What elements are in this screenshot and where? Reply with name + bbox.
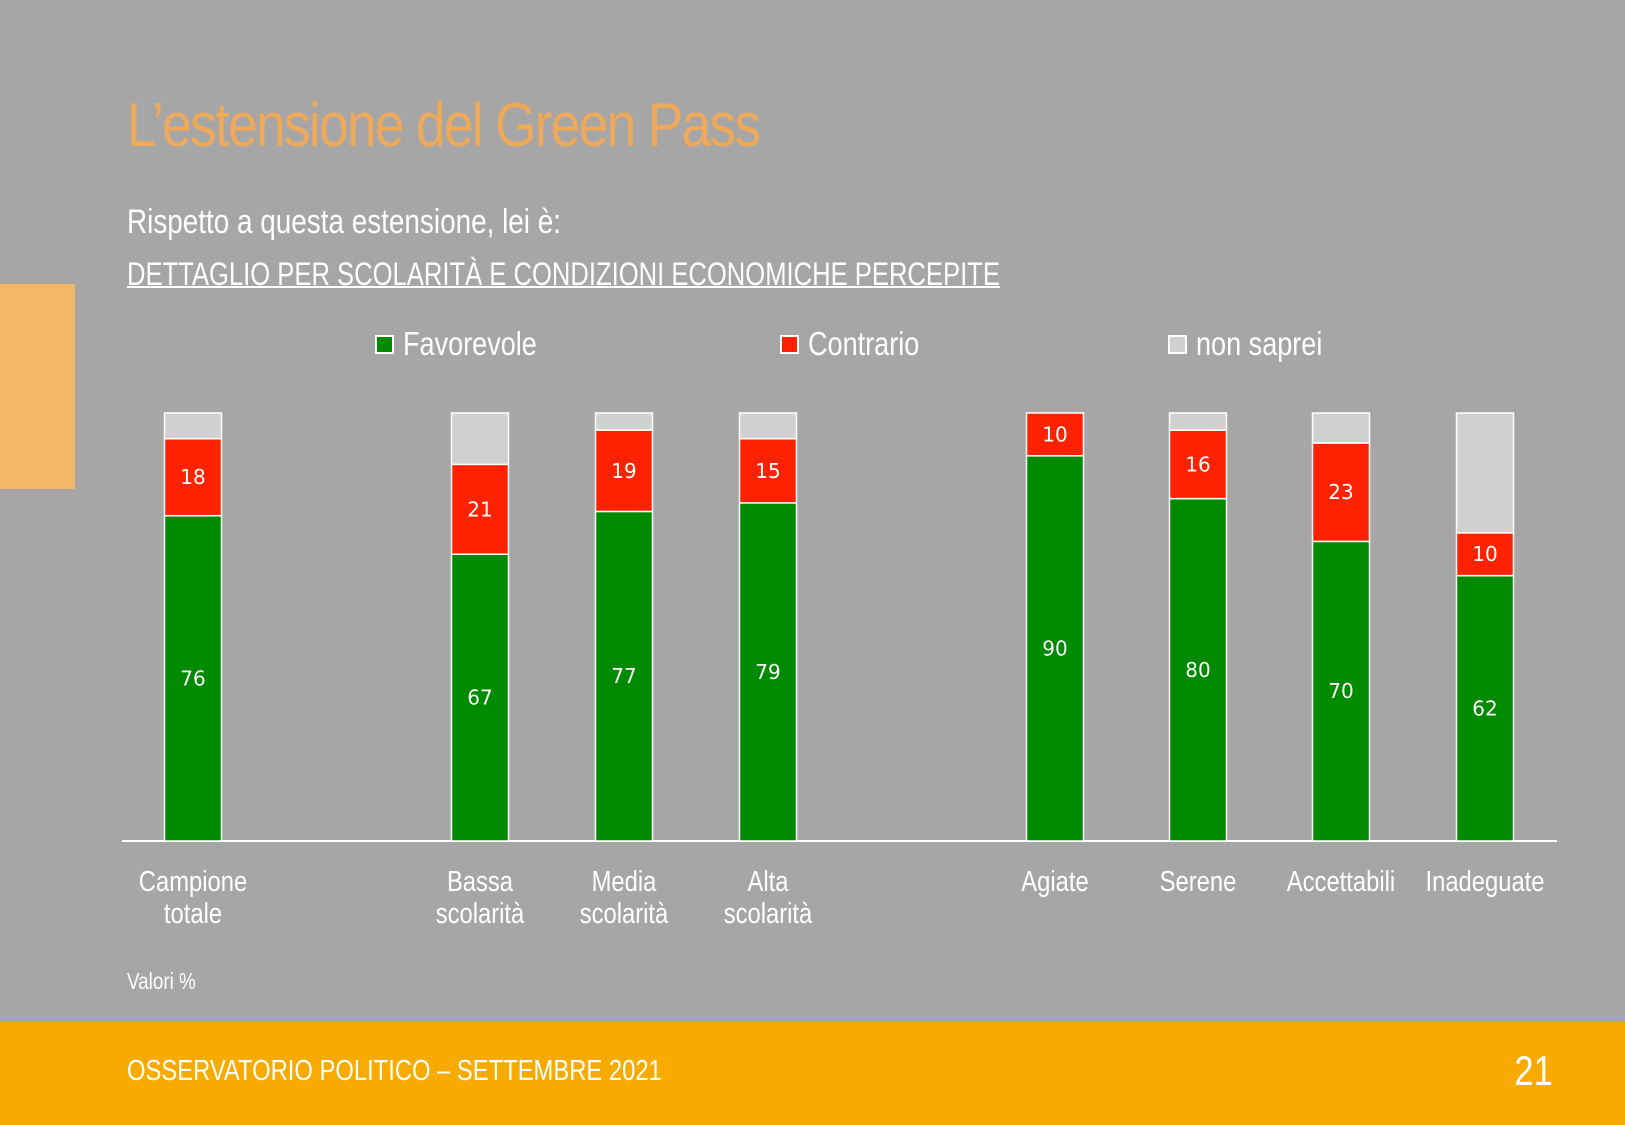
footer-text: OSSERVATORIO POLITICO – SETTEMBRE 2021 xyxy=(127,1055,662,1087)
footer-bar xyxy=(0,1022,1625,1125)
bar-segment-favorevole xyxy=(1025,455,1085,842)
bar-segment-favorevole xyxy=(1168,497,1228,842)
bar-segment-non-saprei xyxy=(450,412,510,466)
legend-item-non-saprei: non saprei xyxy=(1168,324,1350,364)
data-label-contrario: 19 xyxy=(611,459,636,483)
legend-swatch-contrario xyxy=(780,334,799,354)
bar-segment-favorevole xyxy=(163,514,223,842)
question-text: Rispetto a questa estensione, lei è: xyxy=(127,203,561,241)
bar-segment-non-saprei xyxy=(1168,412,1228,431)
bar-segment-contrario xyxy=(594,429,654,513)
data-label-contrario: 15 xyxy=(755,459,780,483)
bar-segment-non-saprei xyxy=(594,412,654,431)
bar-segment-contrario xyxy=(1455,532,1515,577)
bar-segment-non-saprei xyxy=(1455,412,1515,534)
data-label-contrario: 10 xyxy=(1042,422,1067,446)
bar-segment-favorevole xyxy=(1311,540,1371,842)
data-label-contrario: 10 xyxy=(1472,542,1497,566)
data-label-favorevole: 77 xyxy=(611,664,636,688)
page-title: L’estensione del Green Pass xyxy=(127,91,761,160)
data-label-favorevole: 62 xyxy=(1472,696,1497,720)
legend-item-contrario: Contrario xyxy=(780,324,944,364)
bar-segment-contrario xyxy=(738,437,798,504)
data-label-favorevole: 80 xyxy=(1185,658,1210,682)
bar-segment-non-saprei xyxy=(738,412,798,440)
category-label: Bassa scolarità xyxy=(435,866,525,930)
legend-label-contrario: Contrario xyxy=(808,325,920,362)
bar-segment-contrario xyxy=(450,463,510,555)
bar-segment-non-saprei xyxy=(1311,412,1371,444)
category-label: Campione totale xyxy=(138,866,248,930)
bar-segment-favorevole xyxy=(738,502,798,842)
bar-segment-contrario xyxy=(1025,412,1085,457)
data-label-favorevole: 76 xyxy=(180,666,205,690)
legend-item-favorevole: Favorevole xyxy=(375,324,566,364)
bar-segment-favorevole xyxy=(594,510,654,842)
legend-swatch-non-saprei xyxy=(1168,334,1187,354)
category-label: Inadeguate xyxy=(1425,866,1545,898)
detail-subtitle: DETTAGLIO PER SCOLARITÀ E CONDIZIONI ECO… xyxy=(127,256,1000,292)
bar-segment-contrario xyxy=(1311,442,1371,543)
data-label-favorevole: 79 xyxy=(755,660,780,684)
data-label-contrario: 16 xyxy=(1185,452,1210,476)
page-number: 21 xyxy=(1514,1047,1553,1094)
category-label: Agiate xyxy=(1021,866,1089,898)
bar-segment-favorevole xyxy=(1455,574,1515,842)
data-label-contrario: 23 xyxy=(1328,480,1353,504)
category-label: Serene xyxy=(1159,866,1237,898)
data-label-favorevole: 70 xyxy=(1328,679,1353,703)
bar-segment-non-saprei xyxy=(163,412,223,440)
legend-swatch-favorevole xyxy=(375,334,394,354)
category-label: Media scolarità xyxy=(579,866,669,930)
legend-label-non-saprei: non saprei xyxy=(1196,325,1323,362)
bar-segment-favorevole xyxy=(450,553,510,842)
data-label-favorevole: 90 xyxy=(1042,636,1067,660)
data-label-favorevole: 67 xyxy=(467,686,492,710)
side-accent-tab xyxy=(0,284,75,489)
category-label: Alta scolarità xyxy=(723,866,813,930)
data-label-contrario: 18 xyxy=(180,465,205,489)
bar-segment-contrario xyxy=(163,437,223,517)
bar-segment-contrario xyxy=(1168,429,1228,500)
values-note: Valori % xyxy=(127,968,196,994)
category-label: Accettabili xyxy=(1286,866,1396,898)
legend-label-favorevole: Favorevole xyxy=(403,325,537,362)
data-label-contrario: 21 xyxy=(467,497,492,521)
